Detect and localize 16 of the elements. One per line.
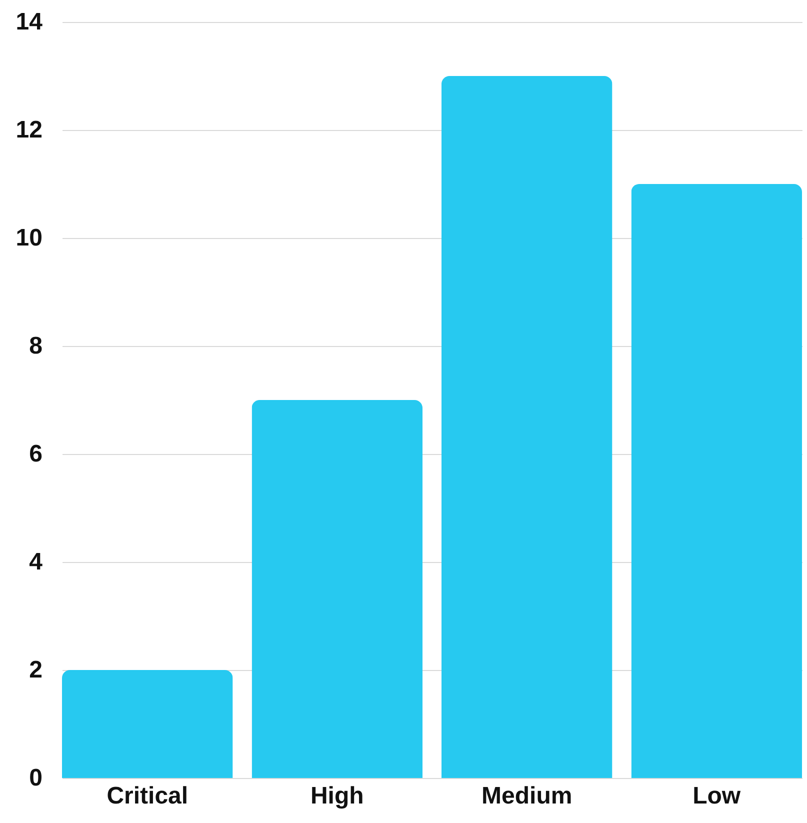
bar [631,184,802,778]
bar [252,400,423,778]
y-tick-label: 2 [29,656,42,684]
y-tick-label: 10 [16,224,42,252]
x-tick-label: High [310,782,364,810]
x-tick-label: Critical [106,782,188,810]
y-tick-label: 6 [29,440,42,468]
bar [62,670,233,778]
x-tick-label: Low [692,782,741,810]
y-tick-label: 8 [29,332,42,360]
y-tick-label: 4 [29,548,44,576]
x-tick-label: Medium [482,782,572,810]
y-tick-label: 12 [16,116,42,144]
y-tick-label: 14 [16,8,44,36]
y-tick-label: 0 [29,764,42,792]
bar [441,76,612,778]
